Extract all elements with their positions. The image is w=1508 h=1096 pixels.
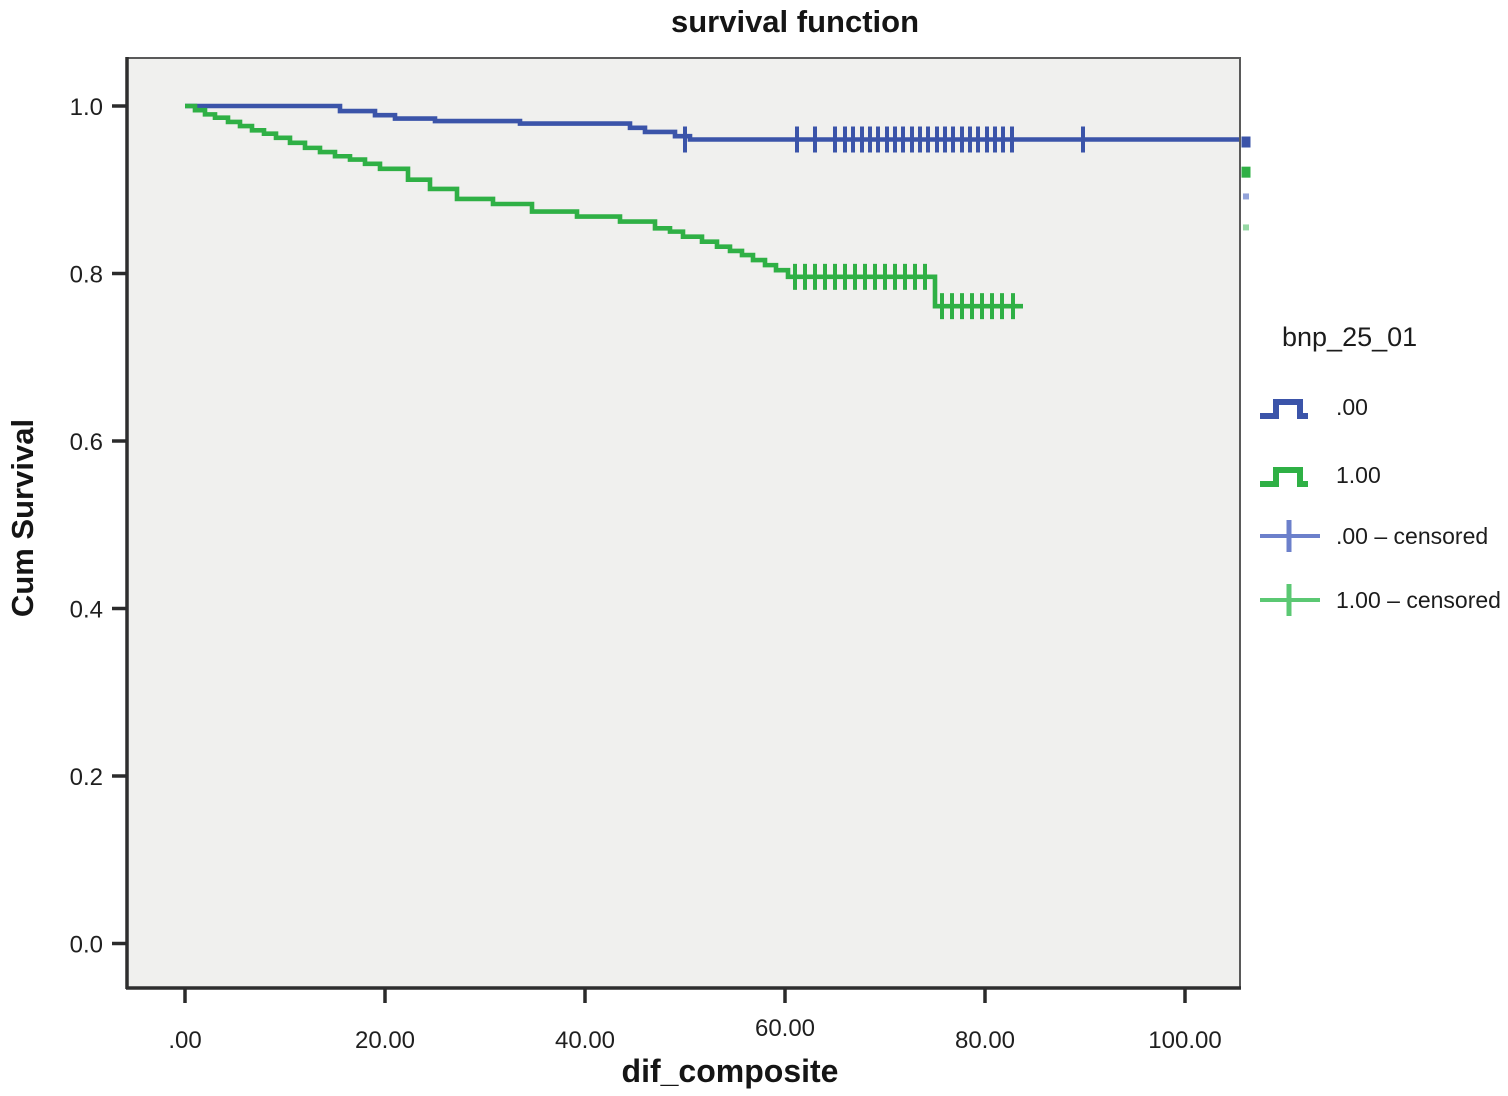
x-tick-label: 80.00 bbox=[955, 1027, 1015, 1054]
y-tick-label: 0.2 bbox=[70, 764, 103, 791]
edge-fragment-mark bbox=[1241, 166, 1251, 178]
y-axis-title: Cum Survival bbox=[5, 418, 40, 618]
chart-title: survival function bbox=[670, 4, 920, 39]
legend-item-censored-00: .00 – censored bbox=[1254, 518, 1508, 554]
plus-censored-swatch-icon bbox=[1260, 584, 1320, 616]
plot-background bbox=[127, 58, 1240, 988]
y-tick-label: 0.6 bbox=[70, 429, 103, 456]
x-tick-label: 60.00 bbox=[755, 1015, 815, 1042]
edge-fragment-mark bbox=[1243, 224, 1249, 231]
x-axis-title: dif_composite bbox=[621, 1053, 839, 1089]
plus-censored-swatch-icon bbox=[1260, 520, 1320, 552]
legend-item-label: 1.00 – censored bbox=[1336, 587, 1501, 613]
y-tick-label: 1.0 bbox=[70, 94, 103, 121]
step-line-swatch-icon bbox=[1260, 467, 1308, 487]
edge-fragment-mark bbox=[1241, 136, 1251, 148]
x-tick-label: 100.00 bbox=[1148, 1027, 1221, 1054]
x-tick-label: 20.00 bbox=[355, 1027, 415, 1054]
x-tick-label: 40.00 bbox=[555, 1027, 615, 1054]
legend-item-label: 1.00 bbox=[1336, 462, 1381, 488]
legend-item-group-00: .00 bbox=[1254, 389, 1508, 425]
legend-item-label: .00 – censored bbox=[1336, 523, 1489, 549]
y-tick-label: 0.8 bbox=[70, 262, 103, 289]
edge-fragment-mark bbox=[1243, 193, 1249, 200]
legend-item-label: .00 bbox=[1336, 394, 1368, 420]
legend-item-group-100: 1.00 bbox=[1254, 457, 1508, 493]
legend: bnp_25_01 .00 1.00 .00 – censored bbox=[1254, 322, 1508, 642]
x-tick-label: .00 bbox=[168, 1027, 201, 1054]
survival-curve-1 bbox=[185, 103, 1023, 309]
y-tick-label: 0.0 bbox=[70, 932, 103, 959]
survival-curve-0 bbox=[185, 103, 1240, 142]
y-tick-label: 0.4 bbox=[70, 597, 103, 624]
step-line-swatch-icon bbox=[1260, 399, 1308, 419]
legend-title: bnp_25_01 bbox=[1282, 322, 1418, 352]
legend-item-censored-100: 1.00 – censored bbox=[1254, 582, 1508, 618]
